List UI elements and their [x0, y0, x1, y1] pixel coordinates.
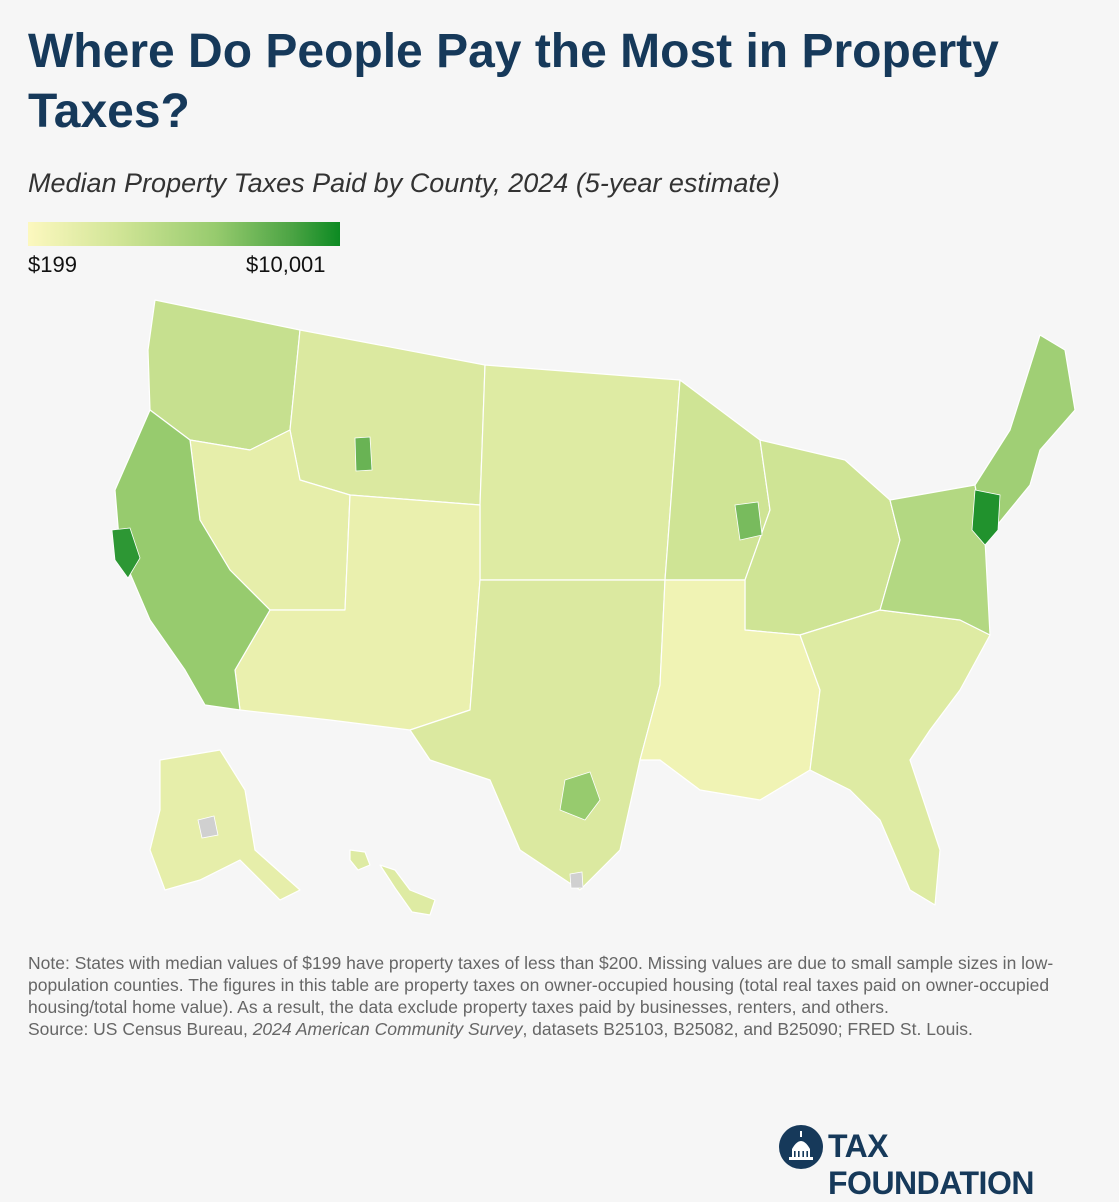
- source-survey-name: 2024 American Community Survey: [252, 1019, 523, 1039]
- legend-min-label: $199: [28, 252, 77, 277]
- region-new-england: [974, 334, 1076, 541]
- region-northern-rockies: [289, 329, 486, 506]
- region-alaska: [149, 749, 301, 901]
- region-great-lakes: [744, 439, 901, 636]
- hotspot-northern-new-jersey: [971, 489, 1001, 546]
- footnote: Note: States with median values of $199 …: [28, 952, 1090, 1040]
- logo-wordmark: TAX FOUNDATION: [828, 1128, 1034, 1201]
- hotspot-central-texas: [559, 771, 601, 821]
- missing-data-south-texas: [569, 871, 584, 889]
- note-text: Note: States with median values of $199 …: [28, 953, 1054, 1017]
- region-deep-south: [639, 579, 821, 801]
- tax-foundation-logo: TAX FOUNDATION: [778, 1124, 1098, 1201]
- region-upper-midwest: [664, 379, 771, 581]
- page-title: Where Do People Pay the Most in Property…: [28, 25, 999, 138]
- hotspot-san-francisco-bay: [111, 527, 141, 579]
- region-hawaii: [349, 849, 436, 916]
- color-scale-legend: [28, 222, 340, 246]
- hotspot-teton-county: [354, 436, 373, 472]
- map-subtitle: Median Property Taxes Paid by County, 20…: [28, 168, 780, 198]
- source-suffix: , datasets B25103, B25082, and B25090; F…: [522, 1019, 973, 1039]
- source-line: Source: US Census Bureau, 2024 American …: [28, 1018, 1090, 1040]
- region-southeast: [799, 609, 991, 906]
- hotspot-chicago-collar: [734, 501, 763, 541]
- capitol-dome-icon: [779, 1125, 823, 1169]
- map-hotspots: [111, 436, 1001, 889]
- legend-max-label: $10,001: [246, 252, 326, 277]
- county-choropleth-map: [111, 299, 1076, 916]
- source-prefix: Source: US Census Bureau,: [28, 1019, 253, 1039]
- map-regions: [114, 299, 1076, 916]
- missing-data-alaska: [197, 815, 219, 839]
- region-northern-plains: [479, 364, 681, 581]
